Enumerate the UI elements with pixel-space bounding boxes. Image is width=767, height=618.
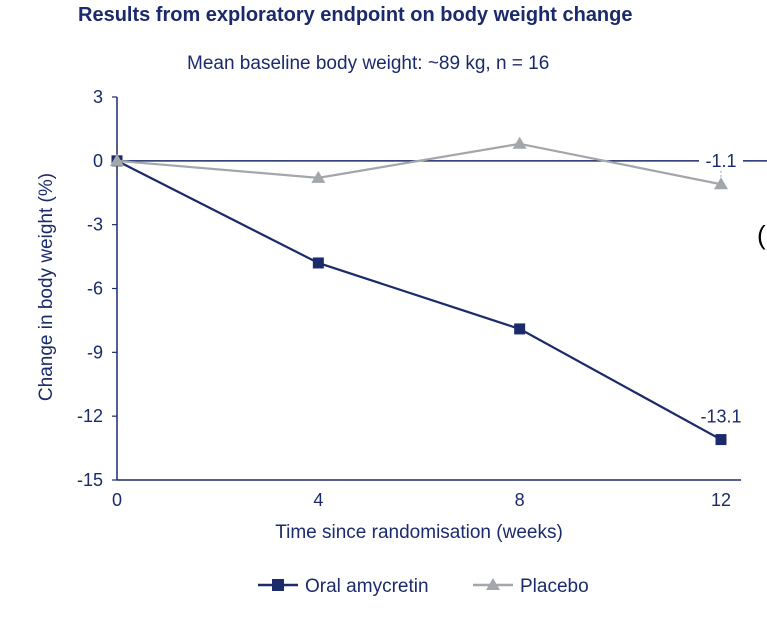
y-tick-label: -12 xyxy=(77,406,103,426)
y-tick-label: -3 xyxy=(87,215,103,235)
y-tick-label: 0 xyxy=(93,151,103,171)
chart-subtitle: Mean baseline body weight: ~89 kg, n = 1… xyxy=(187,53,550,74)
legend: Oral amycretin Placebo xyxy=(258,576,589,597)
y-tick-label: -6 xyxy=(87,279,103,299)
legend-placebo-label: Placebo xyxy=(520,576,589,597)
chart-title: Results from exploratory endpoint on bod… xyxy=(78,4,633,26)
placebo-point xyxy=(311,170,326,183)
placebo-label-background xyxy=(699,150,743,171)
placebo-point xyxy=(110,153,124,166)
x-axis-label: Time since randomisation (weeks) xyxy=(275,522,563,543)
legend-oral-amycretin-label: Oral amycretin xyxy=(305,576,429,597)
x-tick-label: 4 xyxy=(313,490,323,510)
y-tick-label: 3 xyxy=(93,87,103,107)
x-tick-label: 8 xyxy=(515,490,525,510)
axes xyxy=(112,96,767,481)
legend-placebo-marker xyxy=(486,578,500,590)
oral-amycretin-point xyxy=(312,257,324,269)
cropped-glyph: ( xyxy=(757,220,766,250)
legend-oral-amycretin-marker xyxy=(272,579,284,591)
oral-amycretin-end-label: -13.1 xyxy=(700,407,741,427)
x-tick-label: 0 xyxy=(112,490,122,510)
oral-amycretin-point xyxy=(715,434,727,446)
placebo-point xyxy=(714,177,728,190)
placebo-end-label: -1.1 xyxy=(705,151,736,171)
oral-amycretin-point xyxy=(514,323,526,335)
placebo-line xyxy=(116,142,722,186)
oral-amycretin-line xyxy=(116,159,722,441)
series-group: -13.1 -1.1 xyxy=(110,136,743,446)
y-tick-label: -15 xyxy=(77,470,103,490)
placebo-point xyxy=(512,136,527,149)
y-axis-label: Change in body weight (%) xyxy=(36,173,57,401)
x-tick-label: 12 xyxy=(711,490,731,510)
y-tick-label: -9 xyxy=(87,342,103,362)
tick-labels: 3 0 -3 -6 -9 -12 -15 0 4 8 12 xyxy=(77,87,731,510)
